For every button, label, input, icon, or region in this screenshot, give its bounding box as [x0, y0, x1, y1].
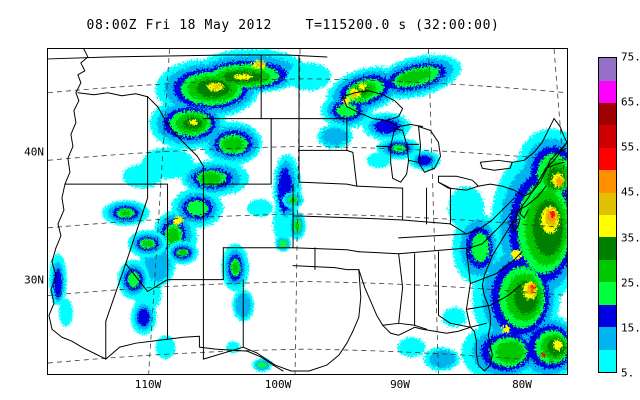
- colorbar-swatch-20-25: [599, 282, 616, 305]
- colorbar-label-65: 65.: [621, 95, 640, 109]
- colorbar-swatch-10-15: [599, 327, 616, 350]
- map-canvas: [48, 49, 567, 374]
- colorbar-label-75: 75.: [621, 50, 640, 64]
- figure-title: 08:00Z Fri 18 May 2012 T=115200.0 s (32:…: [86, 18, 500, 33]
- xtick-label-80w: 80W: [512, 378, 532, 391]
- state-and-coast-boundaries: [48, 49, 567, 372]
- xtick-label-100w: 100W: [264, 378, 292, 391]
- colorbar-swatch-15-20: [599, 304, 616, 328]
- colorbar-swatch-50-55: [599, 147, 616, 171]
- colorbar-label-5: 5.: [621, 366, 635, 380]
- colorbar-label-35: 35.: [621, 231, 640, 245]
- colorbar-swatch-30-35: [599, 237, 616, 260]
- colorbar-swatch-40-45: [599, 192, 616, 216]
- colorbar-label-25: 25.: [621, 276, 640, 290]
- colorbar-swatch-5-10: [599, 349, 616, 372]
- ytick-label-30n: 30N: [24, 273, 44, 287]
- map-plot-area: [47, 48, 568, 375]
- reflectivity-colorbar: [598, 57, 617, 373]
- colorbar-swatch-45-50: [599, 170, 616, 193]
- colorbar-label-45: 45.: [621, 185, 640, 199]
- colorbar-swatch-55-60: [599, 125, 616, 148]
- colorbar-swatch-25-30: [599, 259, 616, 283]
- colorbar-swatch-70-75: [599, 58, 616, 81]
- colorbar-swatch-65-70: [599, 80, 616, 103]
- colorbar-swatch-35-40: [599, 215, 616, 238]
- ytick-label-40n: 40N: [24, 145, 44, 159]
- xtick-label-90w: 90W: [390, 378, 410, 391]
- xtick-label-110w: 110W: [134, 378, 162, 391]
- colorbar-label-55: 55.: [621, 140, 640, 154]
- colorbar-swatch-60-65: [599, 102, 616, 126]
- colorbar-label-15: 15.: [621, 321, 640, 335]
